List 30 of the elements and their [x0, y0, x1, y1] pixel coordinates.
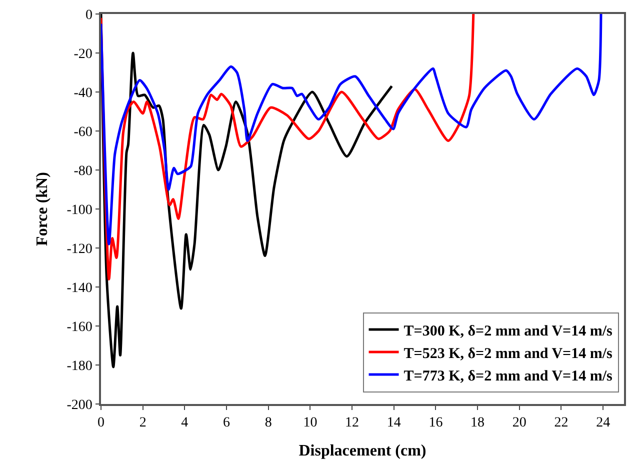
x-tick-label: 2	[139, 416, 146, 431]
y-tick-label: -140	[66, 280, 92, 296]
legend-label: T=773 K, δ=2 mm and V=14 m/s	[404, 368, 613, 384]
legend-label: T=300 K, δ=2 mm and V=14 m/s	[404, 323, 613, 340]
x-tick-label: 14	[386, 416, 401, 431]
y-tick-label: -60	[74, 124, 92, 140]
y-tick-label: 0	[85, 8, 92, 23]
legend-label: T=523 K, δ=2 mm and V=14 m/s	[404, 346, 613, 362]
x-tick-label: 22	[554, 416, 568, 431]
x-tick-label: 4	[181, 416, 188, 431]
y-tick-label: -120	[66, 242, 92, 257]
x-tick-label: 8	[264, 416, 272, 431]
x-tick-label: 24	[596, 416, 610, 431]
line-series	[101, 14, 602, 246]
x-axis-title: Displacement (cm)	[298, 442, 426, 460]
x-tick-label: 20	[512, 416, 526, 431]
x-tick-label: 10	[303, 416, 318, 431]
x-tick-label: 16	[428, 416, 443, 431]
x-tick-label: 6	[223, 416, 230, 431]
x-tick-label: 0	[98, 416, 104, 431]
y-tick-label: -80	[74, 164, 92, 179]
y-axis-title: Force (kN)	[34, 172, 52, 246]
y-tick-label: -200	[66, 398, 92, 413]
y-tick-label: -180	[66, 358, 92, 374]
y-tick-label: -40	[74, 86, 92, 101]
x-tick-label: 18	[470, 416, 485, 431]
x-tick-label: 12	[345, 416, 360, 431]
y-tick-label: -160	[66, 320, 92, 335]
y-tick-label: -20	[74, 46, 92, 62]
y-tick-label: -100	[66, 202, 92, 218]
